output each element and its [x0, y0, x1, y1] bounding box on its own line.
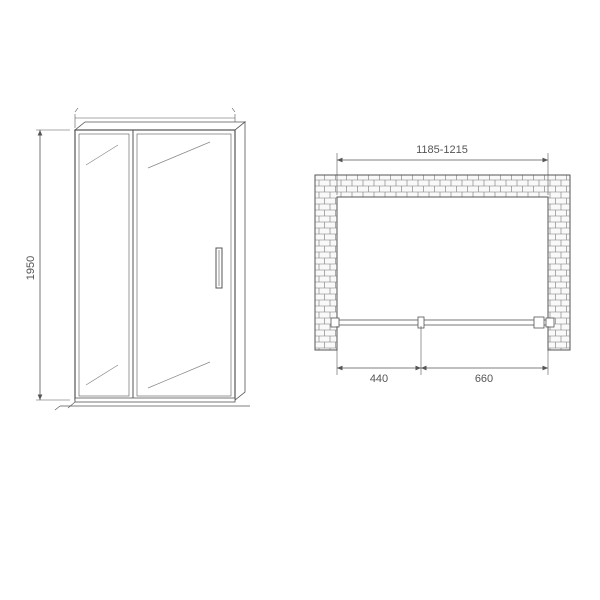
diagram-container: 1950 [0, 0, 600, 600]
height-dimension: 1950 [25, 130, 70, 400]
technical-drawing-svg: 1950 [0, 0, 600, 600]
front-elevation [55, 122, 250, 410]
door-track [331, 317, 554, 328]
panel-dimensions: 440 660 [337, 326, 548, 385]
height-label: 1950 [25, 256, 37, 280]
panel2-width-label: 660 [475, 373, 493, 385]
panel1-width-label: 440 [370, 373, 388, 385]
plan-view: 1185-1215 440 660 [315, 144, 570, 385]
opening-width-label: 1185-1215 [416, 144, 468, 156]
